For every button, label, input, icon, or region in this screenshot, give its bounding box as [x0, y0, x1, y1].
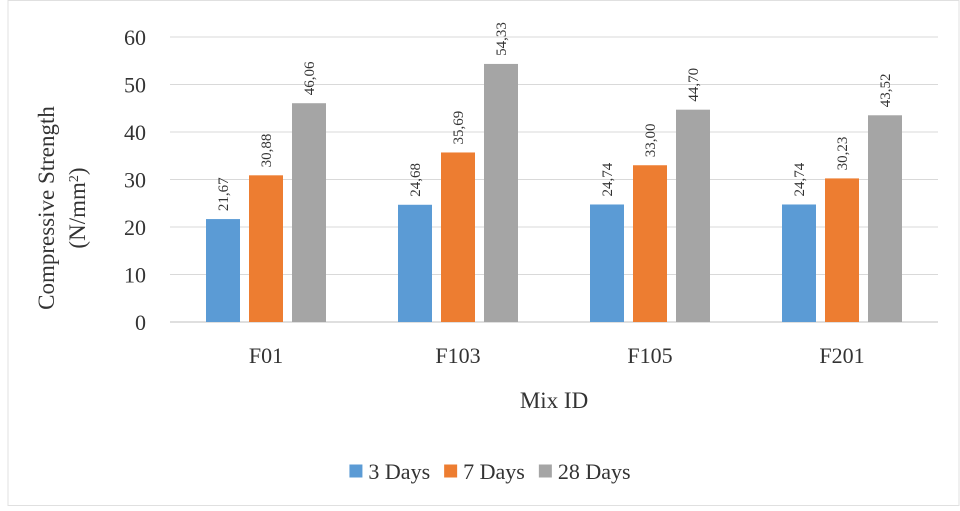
data-label: 24,68 [408, 163, 424, 197]
y-axis-ticks: 0 10 20 30 40 50 60 [124, 25, 146, 335]
bars [206, 63, 902, 323]
data-label: 43,52 [878, 74, 894, 108]
x-category-label: F103 [435, 343, 480, 368]
bar [206, 219, 240, 322]
data-label: 54,33 [494, 22, 510, 56]
y-tick-label: 10 [124, 263, 146, 288]
bar [398, 204, 432, 322]
legend-swatch [538, 464, 552, 478]
y-tick-label: 30 [124, 168, 146, 193]
x-category-label: F01 [249, 343, 283, 368]
y-tick-label: 20 [124, 215, 146, 240]
x-axis-categories: F01 F103 F105 F201 [249, 343, 865, 368]
legend-label: 3 Days [368, 459, 430, 484]
y-axis-title-close: ) [65, 167, 90, 175]
bar [292, 103, 326, 322]
data-label: 46,06 [302, 61, 318, 95]
y-tick-label: 60 [124, 25, 146, 50]
bar [782, 204, 816, 322]
data-label: 30,88 [259, 134, 275, 168]
data-label: 35,69 [451, 111, 467, 145]
bar [441, 152, 475, 322]
y-axis-title-line2: (N/mm2) [65, 167, 90, 248]
data-labels: 21,67 30,88 46,06 24,68 35,69 54,33 24,74 33,00… [216, 22, 894, 211]
y-axis-title-unit: (N/mm [65, 182, 90, 249]
legend: 3 Days 7 Days 28 Days [349, 459, 631, 484]
bar [676, 109, 710, 322]
bar [825, 178, 859, 322]
y-tick-label: 50 [124, 73, 146, 98]
legend-label: 28 Days [558, 459, 631, 484]
bar [633, 165, 667, 322]
data-label: 24,74 [792, 162, 808, 196]
data-label: 44,70 [686, 68, 702, 102]
x-category-label: F105 [627, 343, 672, 368]
data-label: 24,74 [600, 162, 616, 196]
data-label: 21,67 [216, 177, 232, 211]
y-tick-label: 40 [124, 120, 146, 145]
bar [590, 204, 624, 322]
y-axis-title: Compressive Strength (N/mm2) [34, 106, 90, 310]
data-label: 30,23 [835, 137, 851, 171]
x-axis-title: Mix ID [520, 388, 588, 413]
chart-border [7, 0, 960, 506]
legend-label: 7 Days [463, 459, 525, 484]
y-tick-label: 0 [135, 310, 146, 335]
data-label: 33,00 [643, 124, 659, 158]
legend-swatch [349, 464, 363, 478]
y-axis-title-line1: Compressive Strength [34, 106, 59, 310]
y-axis-title-exponent: 2 [67, 175, 82, 182]
bar [249, 175, 283, 322]
bar [868, 115, 902, 322]
x-category-label: F201 [819, 343, 864, 368]
legend-swatch [444, 464, 458, 478]
bar [484, 63, 518, 323]
